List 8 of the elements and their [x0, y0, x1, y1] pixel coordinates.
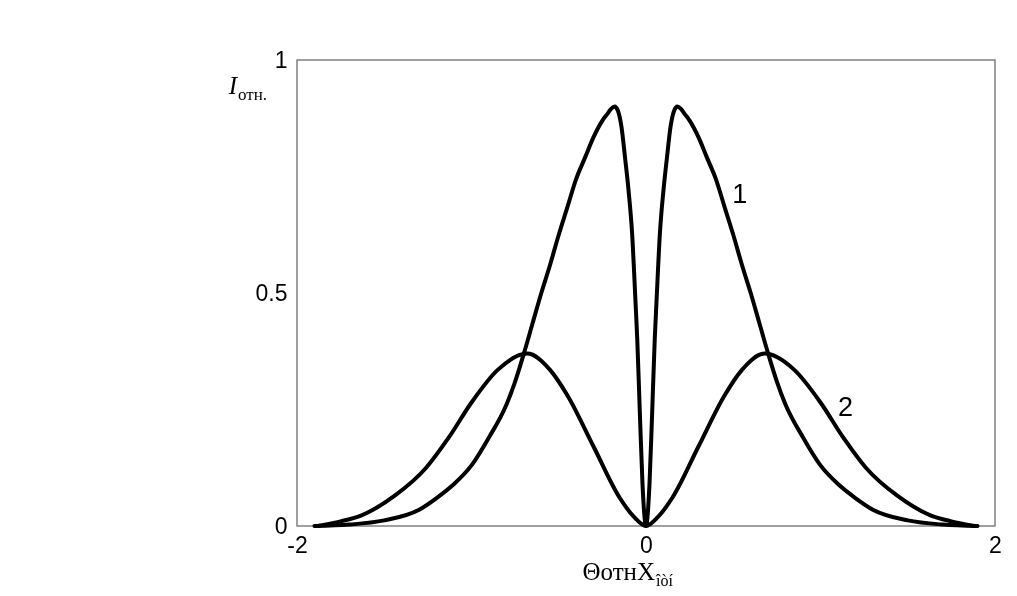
- y-tick-label: 0.5: [255, 279, 288, 306]
- x-tick-label: -2: [287, 531, 308, 558]
- series-label: 2: [838, 391, 854, 422]
- y-tick-label: 0: [274, 512, 288, 539]
- x-tick-label: 0: [640, 531, 653, 558]
- series-label: 1: [732, 179, 748, 210]
- y-tick-label: 1: [274, 46, 288, 73]
- x-tick-label: 2: [989, 531, 1002, 558]
